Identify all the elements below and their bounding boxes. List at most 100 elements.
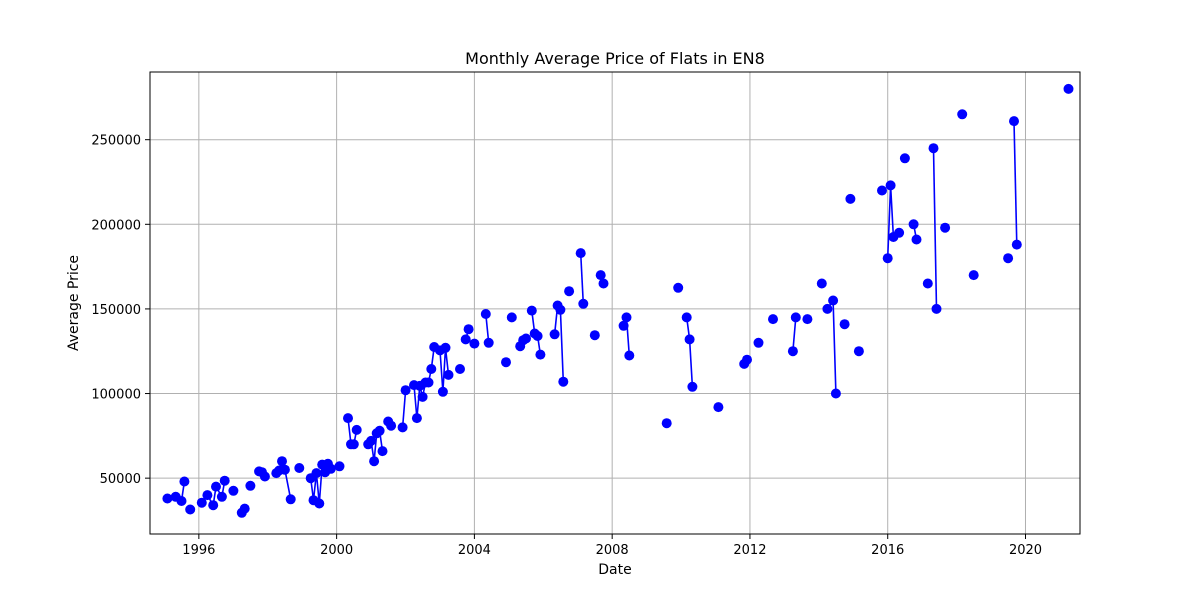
data-point — [624, 350, 635, 361]
data-point — [845, 193, 856, 204]
data-point — [506, 312, 517, 323]
data-point — [621, 312, 632, 323]
data-point — [228, 485, 239, 496]
data-point — [208, 500, 219, 511]
data-point — [162, 493, 173, 504]
data-point — [681, 312, 692, 323]
data-point — [1063, 83, 1074, 94]
data-point — [176, 496, 187, 506]
y-tick-label: 100000 — [91, 388, 141, 403]
series-line-segment — [401, 390, 407, 428]
data-point — [578, 298, 589, 309]
data-point — [259, 471, 270, 482]
data-point — [598, 278, 609, 289]
data-point — [483, 337, 494, 348]
data-point — [219, 475, 230, 486]
data-point — [787, 346, 798, 357]
data-point — [455, 364, 465, 374]
data-point — [179, 476, 190, 487]
data-point — [877, 185, 887, 196]
data-point — [423, 377, 434, 388]
x-axis-label: Date — [598, 562, 631, 578]
data-point — [853, 346, 864, 357]
data-point — [911, 234, 922, 245]
data-point — [768, 314, 778, 325]
data-point — [460, 334, 471, 345]
data-point — [343, 413, 353, 424]
data-point — [397, 422, 408, 433]
data-point — [417, 391, 428, 402]
data-point — [526, 305, 537, 316]
data-point — [549, 329, 560, 340]
data-point — [753, 337, 764, 348]
data-point — [894, 227, 905, 238]
data-point — [314, 498, 325, 509]
data-point — [908, 219, 919, 230]
data-point — [245, 480, 256, 491]
x-tick-label: 2008 — [596, 543, 629, 558]
y-tick-label: 250000 — [91, 134, 141, 149]
data-point — [469, 338, 480, 349]
y-axis-label: Average Price — [66, 255, 82, 351]
data-point — [922, 278, 933, 289]
data-point — [366, 435, 377, 446]
data-point — [443, 369, 454, 380]
data-point — [589, 330, 600, 341]
data-point — [521, 333, 531, 344]
series-line-segment — [932, 148, 938, 309]
data-point — [940, 222, 951, 233]
data-point — [957, 109, 968, 120]
series-line-segment — [1013, 121, 1018, 245]
data-point — [369, 456, 380, 467]
data-point — [742, 354, 752, 365]
x-tick-label: 2004 — [458, 543, 491, 558]
data-point — [928, 143, 939, 154]
data-point — [802, 314, 813, 325]
data-point — [839, 319, 850, 330]
data-point — [558, 376, 569, 387]
data-point — [968, 270, 979, 281]
data-point — [555, 304, 566, 315]
data-point — [1009, 116, 1019, 127]
data-point — [713, 402, 724, 413]
data-point — [931, 303, 942, 314]
data-point — [211, 481, 221, 492]
x-tick-label: 1996 — [182, 543, 215, 558]
data-point — [899, 153, 910, 164]
data-point — [374, 425, 385, 436]
data-point — [196, 497, 207, 508]
data-point — [535, 349, 546, 360]
data-point — [661, 418, 672, 429]
y-tick-label: 50000 — [100, 472, 141, 487]
y-tick-label: 150000 — [91, 303, 141, 318]
plot-frame — [149, 71, 1081, 535]
data-point — [822, 303, 833, 314]
data-point — [687, 381, 698, 392]
data-point — [185, 504, 196, 515]
series-line-segment — [413, 346, 450, 419]
data-point — [564, 286, 575, 297]
data-point — [673, 282, 684, 293]
series-line-segment — [579, 253, 585, 304]
data-point — [885, 180, 896, 191]
y-axis-ticks: 50000 100000 150000 200000 250000 — [91, 134, 150, 487]
data-point — [532, 331, 543, 341]
data-point — [440, 342, 451, 353]
data-point — [239, 503, 250, 514]
x-tick-label: 2000 — [320, 543, 353, 558]
data-point — [618, 320, 629, 331]
x-tick-label: 2012 — [733, 543, 766, 558]
data-point — [334, 461, 345, 472]
data-point — [311, 468, 322, 479]
data-point — [377, 446, 388, 457]
x-tick-label: 2020 — [1009, 543, 1042, 558]
data-point — [202, 490, 213, 501]
y-tick-label: 200000 — [91, 218, 141, 233]
data-point — [277, 456, 287, 467]
data-point — [595, 270, 606, 281]
chart-title: Monthly Average Price of Flats in EN8 — [465, 49, 765, 68]
data-point — [882, 253, 893, 264]
data-point — [463, 324, 474, 335]
data-point — [400, 385, 411, 396]
